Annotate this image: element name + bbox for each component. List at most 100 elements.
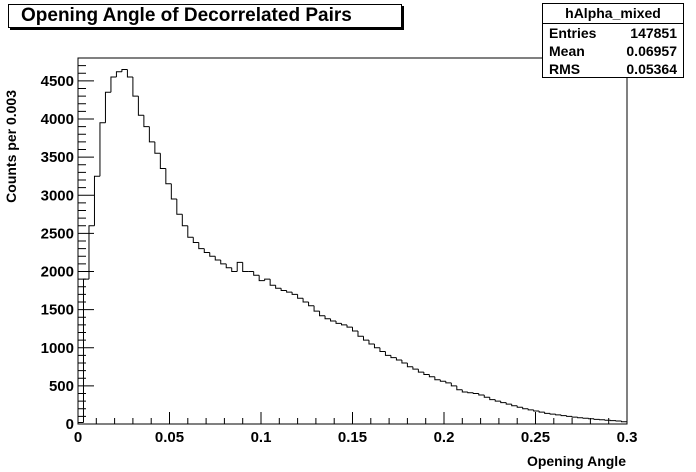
histogram-bin	[373, 343, 380, 349]
histogram-bin	[456, 385, 463, 391]
histogram-bin	[324, 315, 331, 320]
histogram-bin	[379, 347, 386, 353]
histogram-bin	[571, 416, 578, 418]
histogram-bin	[384, 351, 391, 356]
stats-row-entries: Entries 147851	[543, 24, 683, 42]
histogram-bin	[126, 69, 133, 78]
histogram-bin	[308, 302, 315, 307]
y-tick-label: 1500	[41, 302, 74, 319]
histogram-bin	[104, 91, 111, 123]
histogram-bin	[516, 405, 523, 408]
histogram-bin	[395, 357, 402, 361]
histogram-bin	[368, 340, 375, 345]
y-tick-label: 2500	[41, 225, 74, 242]
histogram-bin	[313, 305, 320, 312]
histogram-bin	[434, 376, 441, 381]
y-tick-label: 500	[49, 378, 74, 395]
histogram-bin	[170, 183, 177, 200]
histogram-bin	[88, 225, 95, 280]
stats-label: RMS	[549, 61, 581, 77]
histogram-bin	[209, 252, 216, 257]
x-tick-label: 0.25	[521, 429, 550, 446]
histogram-bin	[93, 175, 100, 226]
y-tick-label: 3000	[41, 187, 74, 204]
y-tick-label: 1000	[41, 340, 74, 357]
histogram-bin	[593, 418, 600, 420]
x-tick-label: 0	[74, 429, 82, 446]
histogram-bin	[390, 355, 397, 359]
histogram-bin	[478, 393, 485, 396]
histogram-bin	[439, 379, 446, 382]
x-tick-label: 0.15	[338, 429, 367, 446]
stats-row-mean: Mean 0.06957	[543, 42, 683, 60]
histogram-bin	[357, 330, 364, 337]
stats-label: Entries	[549, 25, 597, 41]
histogram-bin	[577, 417, 584, 419]
histogram-bin	[362, 336, 369, 341]
histogram-bin	[132, 77, 139, 97]
histogram-bin	[406, 363, 413, 368]
histogram-bin	[115, 71, 122, 78]
y-tick-label: 2000	[41, 264, 74, 281]
x-tick-label: 0.1	[251, 429, 272, 446]
histogram-bin	[582, 417, 589, 419]
histogram-bin	[110, 76, 117, 93]
axis-layer: 0 0.05 0.1 0.15 0.2 0.25 0.3 0 500 1000 1500 2000 25…	[41, 57, 638, 446]
histogram-bin	[181, 214, 188, 227]
histogram-bin	[423, 372, 430, 375]
histogram-bin	[319, 311, 326, 317]
histogram-bin	[412, 366, 419, 370]
histogram-bin	[231, 267, 238, 272]
stats-value: 147851	[630, 25, 677, 41]
histogram-bin	[621, 420, 627, 423]
chart-title: Opening Angle of Decorrelated Pairs	[8, 4, 402, 28]
histogram-bin	[176, 199, 183, 215]
histogram-bin	[330, 318, 337, 322]
y-tick-label: 0	[66, 416, 74, 433]
histogram-bin	[275, 285, 282, 289]
stats-histogram-name: hAlpha_mixed	[543, 4, 683, 24]
y-tick-label: 4500	[41, 73, 74, 90]
histogram-bin	[121, 68, 128, 72]
histogram-bin	[544, 412, 551, 414]
histogram-bin	[560, 414, 567, 417]
histogram-bin	[522, 407, 529, 410]
stats-value: 0.05364	[626, 61, 677, 77]
histogram-bin	[494, 399, 501, 402]
histogram-bin	[258, 275, 265, 282]
histogram-bin	[225, 263, 232, 269]
histogram-bin	[346, 324, 353, 328]
x-tick-label: 0.3	[617, 429, 638, 446]
histogram-bin	[401, 359, 408, 364]
histogram-bin	[335, 321, 342, 324]
histogram-bin	[566, 415, 573, 417]
histogram-bin	[137, 96, 144, 116]
histogram-bin	[165, 168, 172, 185]
histogram-bin	[511, 404, 518, 407]
histogram-bin	[187, 225, 194, 238]
histogram-bin	[264, 278, 271, 281]
histogram-bin	[214, 256, 221, 261]
x-tick-label: 0.2	[434, 429, 455, 446]
histogram-bin	[445, 381, 452, 384]
histogram-bin	[280, 288, 287, 292]
histogram-bin	[352, 327, 358, 332]
histogram-bin	[297, 294, 304, 299]
histogram-bin	[538, 411, 545, 413]
y-axis-title: Counts per 0.003	[3, 90, 19, 203]
histogram-bin	[242, 262, 249, 272]
stats-value: 0.06957	[626, 43, 677, 59]
x-axis-title: Opening Angle	[527, 453, 626, 469]
histogram-bin	[500, 401, 507, 404]
histogram-bin	[286, 290, 293, 293]
histogram-bin	[450, 382, 457, 387]
histogram-bin	[291, 292, 298, 295]
histogram-bin	[341, 323, 348, 326]
histogram-bin	[143, 115, 150, 128]
histogram-bin	[269, 279, 276, 286]
y-tick-label: 4000	[41, 111, 74, 128]
plot-frame	[77, 57, 628, 425]
y-tick-label: 3500	[41, 149, 74, 166]
histogram-bin	[198, 242, 205, 250]
